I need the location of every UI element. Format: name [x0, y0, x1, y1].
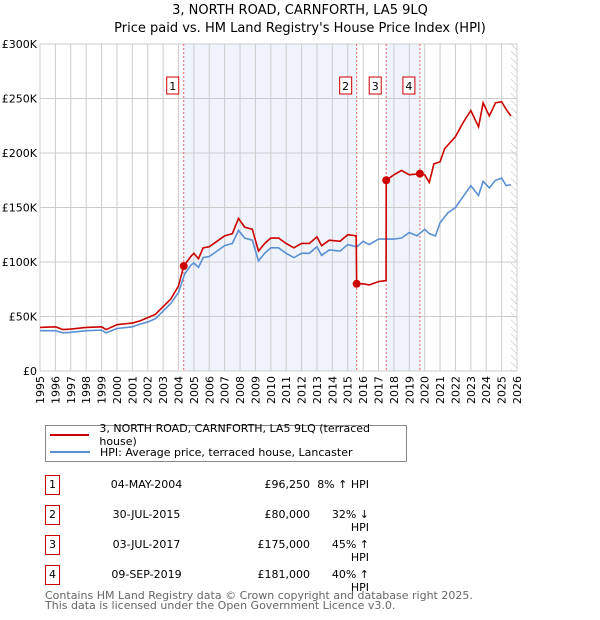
x-tick-label: 1999: [96, 376, 109, 404]
legend-label-hpi: HPI: Average price, terraced house, Lanc…: [100, 445, 353, 459]
plot-frame: [39, 43, 518, 372]
y-tick-label: £300K: [2, 38, 38, 51]
legend-swatch-hpi: [50, 451, 90, 453]
sale-number: 2: [45, 505, 60, 525]
sale-hpi-diff: 32% ↓ HPI: [331, 508, 369, 534]
x-tick-label: 2000: [111, 376, 124, 404]
sale-point: [352, 279, 361, 288]
y-tick-label: £200K: [2, 147, 38, 160]
x-tick-label: 2019: [403, 376, 416, 404]
price-chart: 1995 1996 1997 1998 1999 2000 2001 2002 2003 2004…: [2, 38, 524, 404]
sale-number: 3: [45, 535, 60, 555]
x-tick-label: 2021: [434, 376, 447, 404]
x-tick-label: 2023: [465, 376, 478, 404]
sale-price: £181,000: [257, 568, 311, 581]
x-tick-label: 2003: [157, 376, 170, 404]
x-tick-label: 2017: [373, 376, 386, 404]
x-tick-label: 2007: [219, 376, 232, 404]
y-tick-label: £250K: [2, 93, 38, 106]
y-tick-label: £100K: [2, 256, 38, 269]
chart-subtitle: Price paid vs. HM Land Registry's House …: [114, 21, 486, 36]
sale-hpi-diff: 40% ↑ HPI: [331, 568, 369, 594]
footer-licence: This data is licensed under the Open Gov…: [45, 599, 396, 612]
sale-price: £80,000: [264, 508, 311, 521]
sale-label-box: [402, 76, 416, 95]
sale-label: 1: [169, 80, 176, 93]
sale-price: £96,250: [264, 478, 311, 491]
footer-copyright: Contains HM Land Registry data © Crown c…: [45, 589, 473, 602]
x-tick-label: 2013: [311, 376, 324, 404]
sale-number: 4: [45, 565, 60, 585]
x-tick-label: 2016: [357, 376, 370, 404]
x-tick-label: 1997: [65, 376, 78, 404]
x-tick-label: 2002: [142, 376, 155, 404]
legend-label-property: 3, NORTH ROAD, CARNFORTH, LA5 9LQ (terra…: [99, 422, 370, 448]
legend-swatch-property: [50, 434, 90, 436]
sale-point: [382, 176, 391, 185]
sale-point: [179, 262, 188, 271]
x-tick-label: 2004: [172, 376, 185, 404]
x-tick-label: 1996: [49, 376, 62, 404]
chart-title: 3, NORTH ROAD, CARNFORTH, LA5 9LQ: [172, 3, 428, 18]
sale-date: 09-SEP-2019: [111, 568, 182, 581]
sale-price: £175,000: [257, 538, 311, 551]
sale-label: 4: [405, 80, 412, 93]
sale-label: 2: [342, 80, 349, 93]
x-tick-label: 2008: [234, 376, 247, 404]
x-tick-label: 1998: [80, 376, 93, 404]
sale-label: 3: [372, 80, 379, 93]
sale-date: 30-JUL-2015: [112, 508, 181, 521]
hpi-line: [40, 177, 512, 334]
sale-date: 04-MAY-2004: [110, 478, 183, 491]
x-tick-label: 2010: [265, 376, 278, 404]
y-tick-label: £150K: [2, 202, 38, 215]
x-tick-label: 2009: [249, 376, 262, 404]
x-tick-label: 2001: [126, 376, 139, 404]
sale-number: 1: [45, 475, 60, 495]
sale-row: 4 09-SEP-2019 £181,000 40% ↑ HPI: [45, 565, 375, 594]
legend: 3, NORTH ROAD, CARNFORTH, LA5 9LQ (terra…: [45, 422, 407, 462]
x-tick-label: 2025: [496, 376, 509, 404]
sale-row: 1 04-MAY-2004 £96,250 8% ↑ HPI: [45, 475, 375, 495]
y-tick-label: £0: [23, 365, 37, 378]
x-tick-label: 2020: [419, 376, 432, 404]
sale-label-box: [339, 76, 353, 95]
sale-row: 3 03-JUL-2017 £175,000 45% ↑ HPI: [45, 535, 375, 564]
property-price-line: [39, 100, 512, 331]
sale-hpi-diff: 45% ↑ HPI: [331, 538, 369, 564]
x-tick-label: 2015: [342, 376, 355, 404]
sale-row: 2 30-JUL-2015 £80,000 32% ↓ HPI: [45, 505, 375, 534]
x-tick-label: 2026: [511, 376, 524, 404]
y-tick-label: £50K: [9, 311, 38, 324]
x-tick-label: 2014: [326, 376, 339, 404]
x-tick-label: 1995: [34, 376, 47, 404]
sale-date: 03-JUL-2017: [112, 538, 181, 551]
x-tick-label: 2024: [480, 376, 493, 404]
x-tick-label: 2018: [388, 376, 401, 404]
x-tick-label: 2005: [188, 376, 201, 404]
sale-point: [415, 169, 424, 178]
sale-label-box: [368, 76, 382, 95]
x-tick-label: 2012: [296, 376, 309, 404]
x-tick-label: 2011: [280, 376, 293, 404]
sale-hpi-diff: 8% ↑ HPI: [317, 478, 369, 491]
sale-label-box: [166, 76, 180, 95]
x-tick-label: 2006: [203, 376, 216, 404]
x-tick-label: 2022: [449, 376, 462, 404]
